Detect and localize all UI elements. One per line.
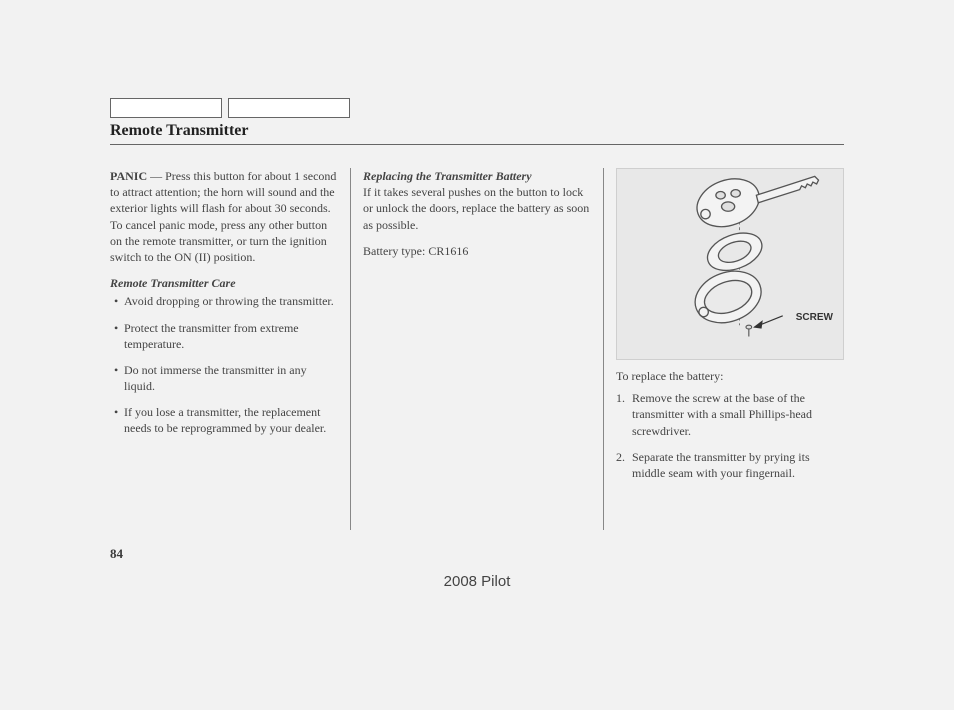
- care-bullet-2: Protect the transmitter from extreme tem…: [114, 320, 338, 352]
- column-2: Replacing the Transmitter Battery If it …: [350, 168, 603, 530]
- footer-model-year: 2008 Pilot: [0, 573, 954, 590]
- column-1: PANIC — Press this button for about 1 se…: [110, 168, 350, 530]
- care-heading: Remote Transmitter Care: [110, 275, 338, 291]
- header-blank-boxes: [110, 98, 350, 118]
- manual-page: Remote Transmitter PANIC — Press this bu…: [0, 0, 954, 710]
- to-replace-text: To replace the battery:: [616, 368, 844, 384]
- care-bullet-1: Avoid dropping or throwing the transmitt…: [114, 293, 338, 309]
- panic-paragraph: PANIC — Press this button for about 1 se…: [110, 168, 338, 265]
- header-box-1: [110, 98, 222, 118]
- replace-step-2: Separate the transmitter by prying its m…: [616, 449, 844, 481]
- care-bullet-3: Do not immerse the transmitter in any li…: [114, 362, 338, 394]
- header-box-2: [228, 98, 350, 118]
- diagram-svg: [617, 169, 843, 359]
- page-number: 84: [110, 546, 123, 562]
- panic-text: — Press this button for about 1 second t…: [110, 169, 336, 264]
- screw-label: SCREW: [796, 311, 833, 325]
- battery-type-text: Battery type: CR1616: [363, 243, 591, 259]
- replace-step-1: Remove the screw at the base of the tran…: [616, 390, 844, 439]
- replace-text: If it takes several pushes on the button…: [363, 184, 591, 233]
- column-3: SCREW To replace the battery: Remove the…: [603, 168, 844, 530]
- care-bullet-4: If you lose a transmitter, the replaceme…: [114, 404, 338, 436]
- key-transmitter-diagram: SCREW: [616, 168, 844, 360]
- page-title: Remote Transmitter: [110, 122, 248, 140]
- title-rule: [110, 144, 844, 145]
- care-bullets: Avoid dropping or throwing the transmitt…: [114, 293, 338, 436]
- replace-heading: Replacing the Transmitter Battery: [363, 168, 591, 184]
- content-columns: PANIC — Press this button for about 1 se…: [110, 168, 844, 530]
- panic-label: PANIC: [110, 169, 147, 183]
- replace-steps: Remove the screw at the base of the tran…: [616, 390, 844, 481]
